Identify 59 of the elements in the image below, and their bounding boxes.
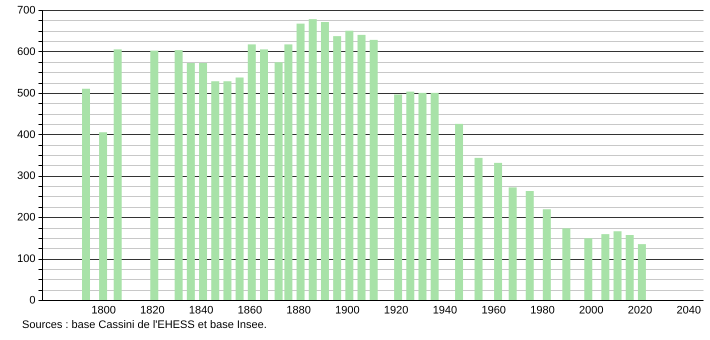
bar xyxy=(82,88,90,300)
bar xyxy=(296,24,305,300)
x-tick-label: 1820 xyxy=(140,304,165,316)
bar xyxy=(474,158,483,300)
bar xyxy=(284,44,292,300)
bar xyxy=(174,50,183,300)
bar xyxy=(260,49,268,300)
y-tick-label: 200 xyxy=(17,212,36,224)
bar xyxy=(114,49,122,300)
bar xyxy=(562,228,570,300)
bar xyxy=(236,78,244,300)
bar xyxy=(626,234,634,300)
bar xyxy=(211,81,220,300)
x-tick-label: 1980 xyxy=(530,304,555,316)
bar xyxy=(394,94,402,300)
bar xyxy=(406,92,414,300)
bar xyxy=(418,92,426,300)
x-tick-label: 2020 xyxy=(628,304,652,316)
y-tick-label: 0 xyxy=(29,294,36,306)
x-tick-label: 1920 xyxy=(384,304,408,316)
bar xyxy=(333,36,342,300)
bar xyxy=(508,187,517,300)
y-tick-label: 300 xyxy=(17,170,36,182)
bar xyxy=(638,244,646,300)
x-tick-label: 1960 xyxy=(481,304,506,316)
x-tick-label: 2040 xyxy=(676,304,701,316)
x-tick-label: 1840 xyxy=(188,304,214,316)
bar xyxy=(199,63,208,300)
bar xyxy=(345,30,354,300)
bar xyxy=(223,81,232,300)
x-tick-label: 1800 xyxy=(91,304,116,316)
bar xyxy=(308,19,317,300)
y-tick-label: 600 xyxy=(17,46,36,58)
x-tick-label: 1900 xyxy=(335,304,360,316)
bar xyxy=(358,34,366,300)
bar xyxy=(248,44,256,300)
bar xyxy=(430,92,439,300)
bar xyxy=(455,124,464,300)
bar xyxy=(542,209,551,300)
x-tick-label: 1880 xyxy=(286,304,311,316)
bar xyxy=(494,162,502,300)
x-tick-label: 1860 xyxy=(238,304,262,316)
y-tick-label: 500 xyxy=(17,87,36,100)
bar xyxy=(584,238,592,300)
x-tick-label: 1940 xyxy=(432,304,458,316)
bar xyxy=(601,234,610,300)
bar xyxy=(274,62,283,300)
y-tick-label: 100 xyxy=(17,253,36,266)
bar xyxy=(526,191,534,300)
bar xyxy=(150,50,158,300)
bar xyxy=(320,22,329,300)
bar xyxy=(99,132,108,300)
y-tick-label: 400 xyxy=(17,128,36,141)
source-note: Sources : base Cassini de l'EHESS et base Insee. xyxy=(22,319,267,331)
bar xyxy=(186,63,195,300)
bar xyxy=(370,40,378,300)
bar xyxy=(614,231,622,300)
x-tick-label: 2000 xyxy=(578,304,604,316)
y-tick-label: 700 xyxy=(17,4,36,16)
